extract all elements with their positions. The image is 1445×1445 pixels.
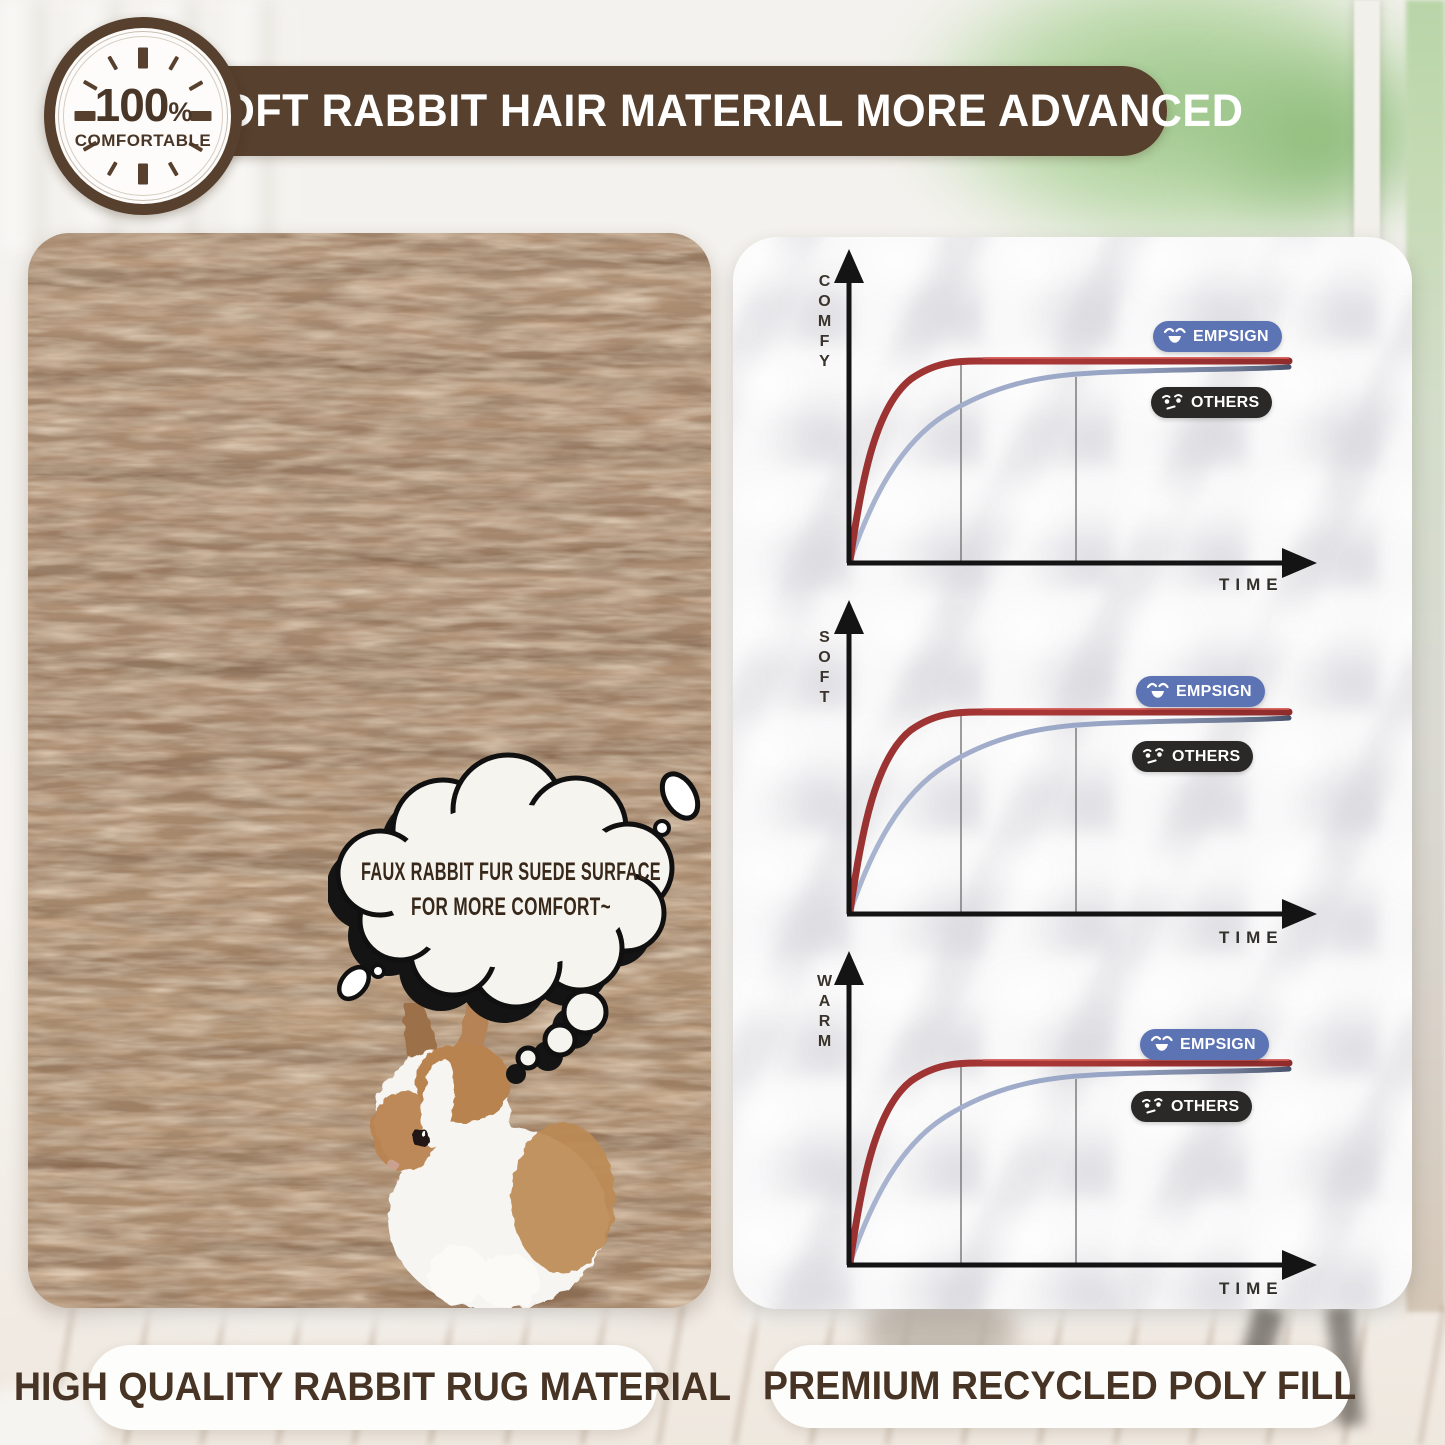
empsign-curve (846, 708, 1293, 916)
badge-label: COMFORTABLE (74, 130, 212, 150)
y-axis-arrow (834, 600, 864, 634)
smirk-face-icon (1143, 748, 1164, 764)
x-axis-arrow (1282, 548, 1317, 578)
empsign-curve (846, 1059, 1293, 1267)
y-axis-arrow (834, 951, 864, 985)
fur-noise-texture (28, 233, 711, 1308)
headline-title: SOFT RABBIT HAIR MATERIAL MORE ADVANCED (191, 85, 1244, 136)
legend-empsign: EMPSIGN (1153, 321, 1282, 352)
badge-clock-ticks (44, 17, 242, 215)
x-axis-arrow (1282, 899, 1317, 929)
laughing-face-icon (1163, 327, 1186, 343)
empsign-curve (846, 357, 1293, 565)
legend-others: OTHERS (1132, 741, 1254, 772)
smirk-face-icon (1142, 1098, 1163, 1114)
x-axis-label: TIME (1219, 928, 1284, 947)
x-axis-label: TIME (1219, 575, 1284, 594)
laughing-face-icon (1150, 1035, 1173, 1051)
legend-empsign: EMPSIGN (1140, 1029, 1269, 1060)
smirk-face-icon (1162, 394, 1183, 410)
legend-empsign: EMPSIGN (1136, 676, 1265, 707)
left-caption-pill: HIGH QUALITY RABBIT RUG MATERIAL (14, 1345, 731, 1430)
others-curve (847, 1066, 1292, 1266)
line-chart (834, 600, 1317, 929)
charts-panel: COMFY TIME EMPSIGN OTHERS SOFT TIME (733, 237, 1412, 1309)
legend-empsign-label: EMPSIGN (1176, 682, 1252, 700)
y-axis-label: COMFY (816, 273, 833, 373)
badge-value: 100% (94, 78, 193, 131)
background-right-strip (1406, 0, 1445, 1312)
others-curve (847, 364, 1292, 564)
bubble-line-1: FAUX RABBIT FUR SUEDE SURFACE (361, 858, 661, 886)
x-axis-label: TIME (1219, 1279, 1284, 1298)
window-frame-bar (1354, 0, 1380, 240)
legend-empsign-label: EMPSIGN (1180, 1035, 1256, 1053)
laughing-face-icon (1146, 682, 1169, 698)
rabbit-photo (363, 1003, 615, 1308)
right-caption-text: PREMIUM RECYCLED POLY FILL (763, 1364, 1357, 1408)
y-axis-label: WARM (816, 973, 833, 1053)
thought-bubble: FAUX RABBIT FUR SUEDE SURFACE FOR MORE C… (328, 752, 701, 1084)
comic-squiggle-right (653, 771, 701, 837)
legend-others: OTHERS (1151, 387, 1273, 418)
headline-banner: SOFT RABBIT HAIR MATERIAL MORE ADVANCED (150, 66, 1243, 156)
others-curve (847, 715, 1292, 915)
charts-host: COMFY TIME EMPSIGN OTHERS SOFT TIME (733, 237, 1412, 1309)
line-chart (834, 249, 1317, 578)
rug-photo-panel: FAUX RABBIT FUR SUEDE SURFACE FOR MORE C… (28, 233, 711, 1308)
bubble-line-2: FOR MORE COMFORT~ (411, 893, 611, 921)
legend-others-label: OTHERS (1171, 1097, 1240, 1115)
background-foliage-dark (1180, 30, 1445, 250)
comic-squiggle-left (336, 963, 386, 1002)
foam-texture (733, 237, 1412, 1309)
line-chart (834, 951, 1317, 1280)
legend-others: OTHERS (1131, 1091, 1253, 1122)
y-axis-label: SOFT (816, 629, 833, 709)
badge-text: 100% COMFORTABLE (44, 17, 242, 215)
legend-empsign-label: EMPSIGN (1193, 327, 1269, 345)
legend-others-label: OTHERS (1191, 393, 1260, 411)
y-axis-arrow (834, 249, 864, 283)
legend-others-label: OTHERS (1172, 747, 1241, 765)
left-caption-text: HIGH QUALITY RABBIT RUG MATERIAL (13, 1365, 732, 1409)
white-pot (0, 1385, 105, 1445)
x-axis-arrow (1282, 1250, 1317, 1280)
right-caption-pill: PREMIUM RECYCLED POLY FILL (763, 1345, 1357, 1428)
percent-sign: % (168, 96, 192, 127)
comfort-badge: 100% COMFORTABLE (44, 17, 242, 215)
